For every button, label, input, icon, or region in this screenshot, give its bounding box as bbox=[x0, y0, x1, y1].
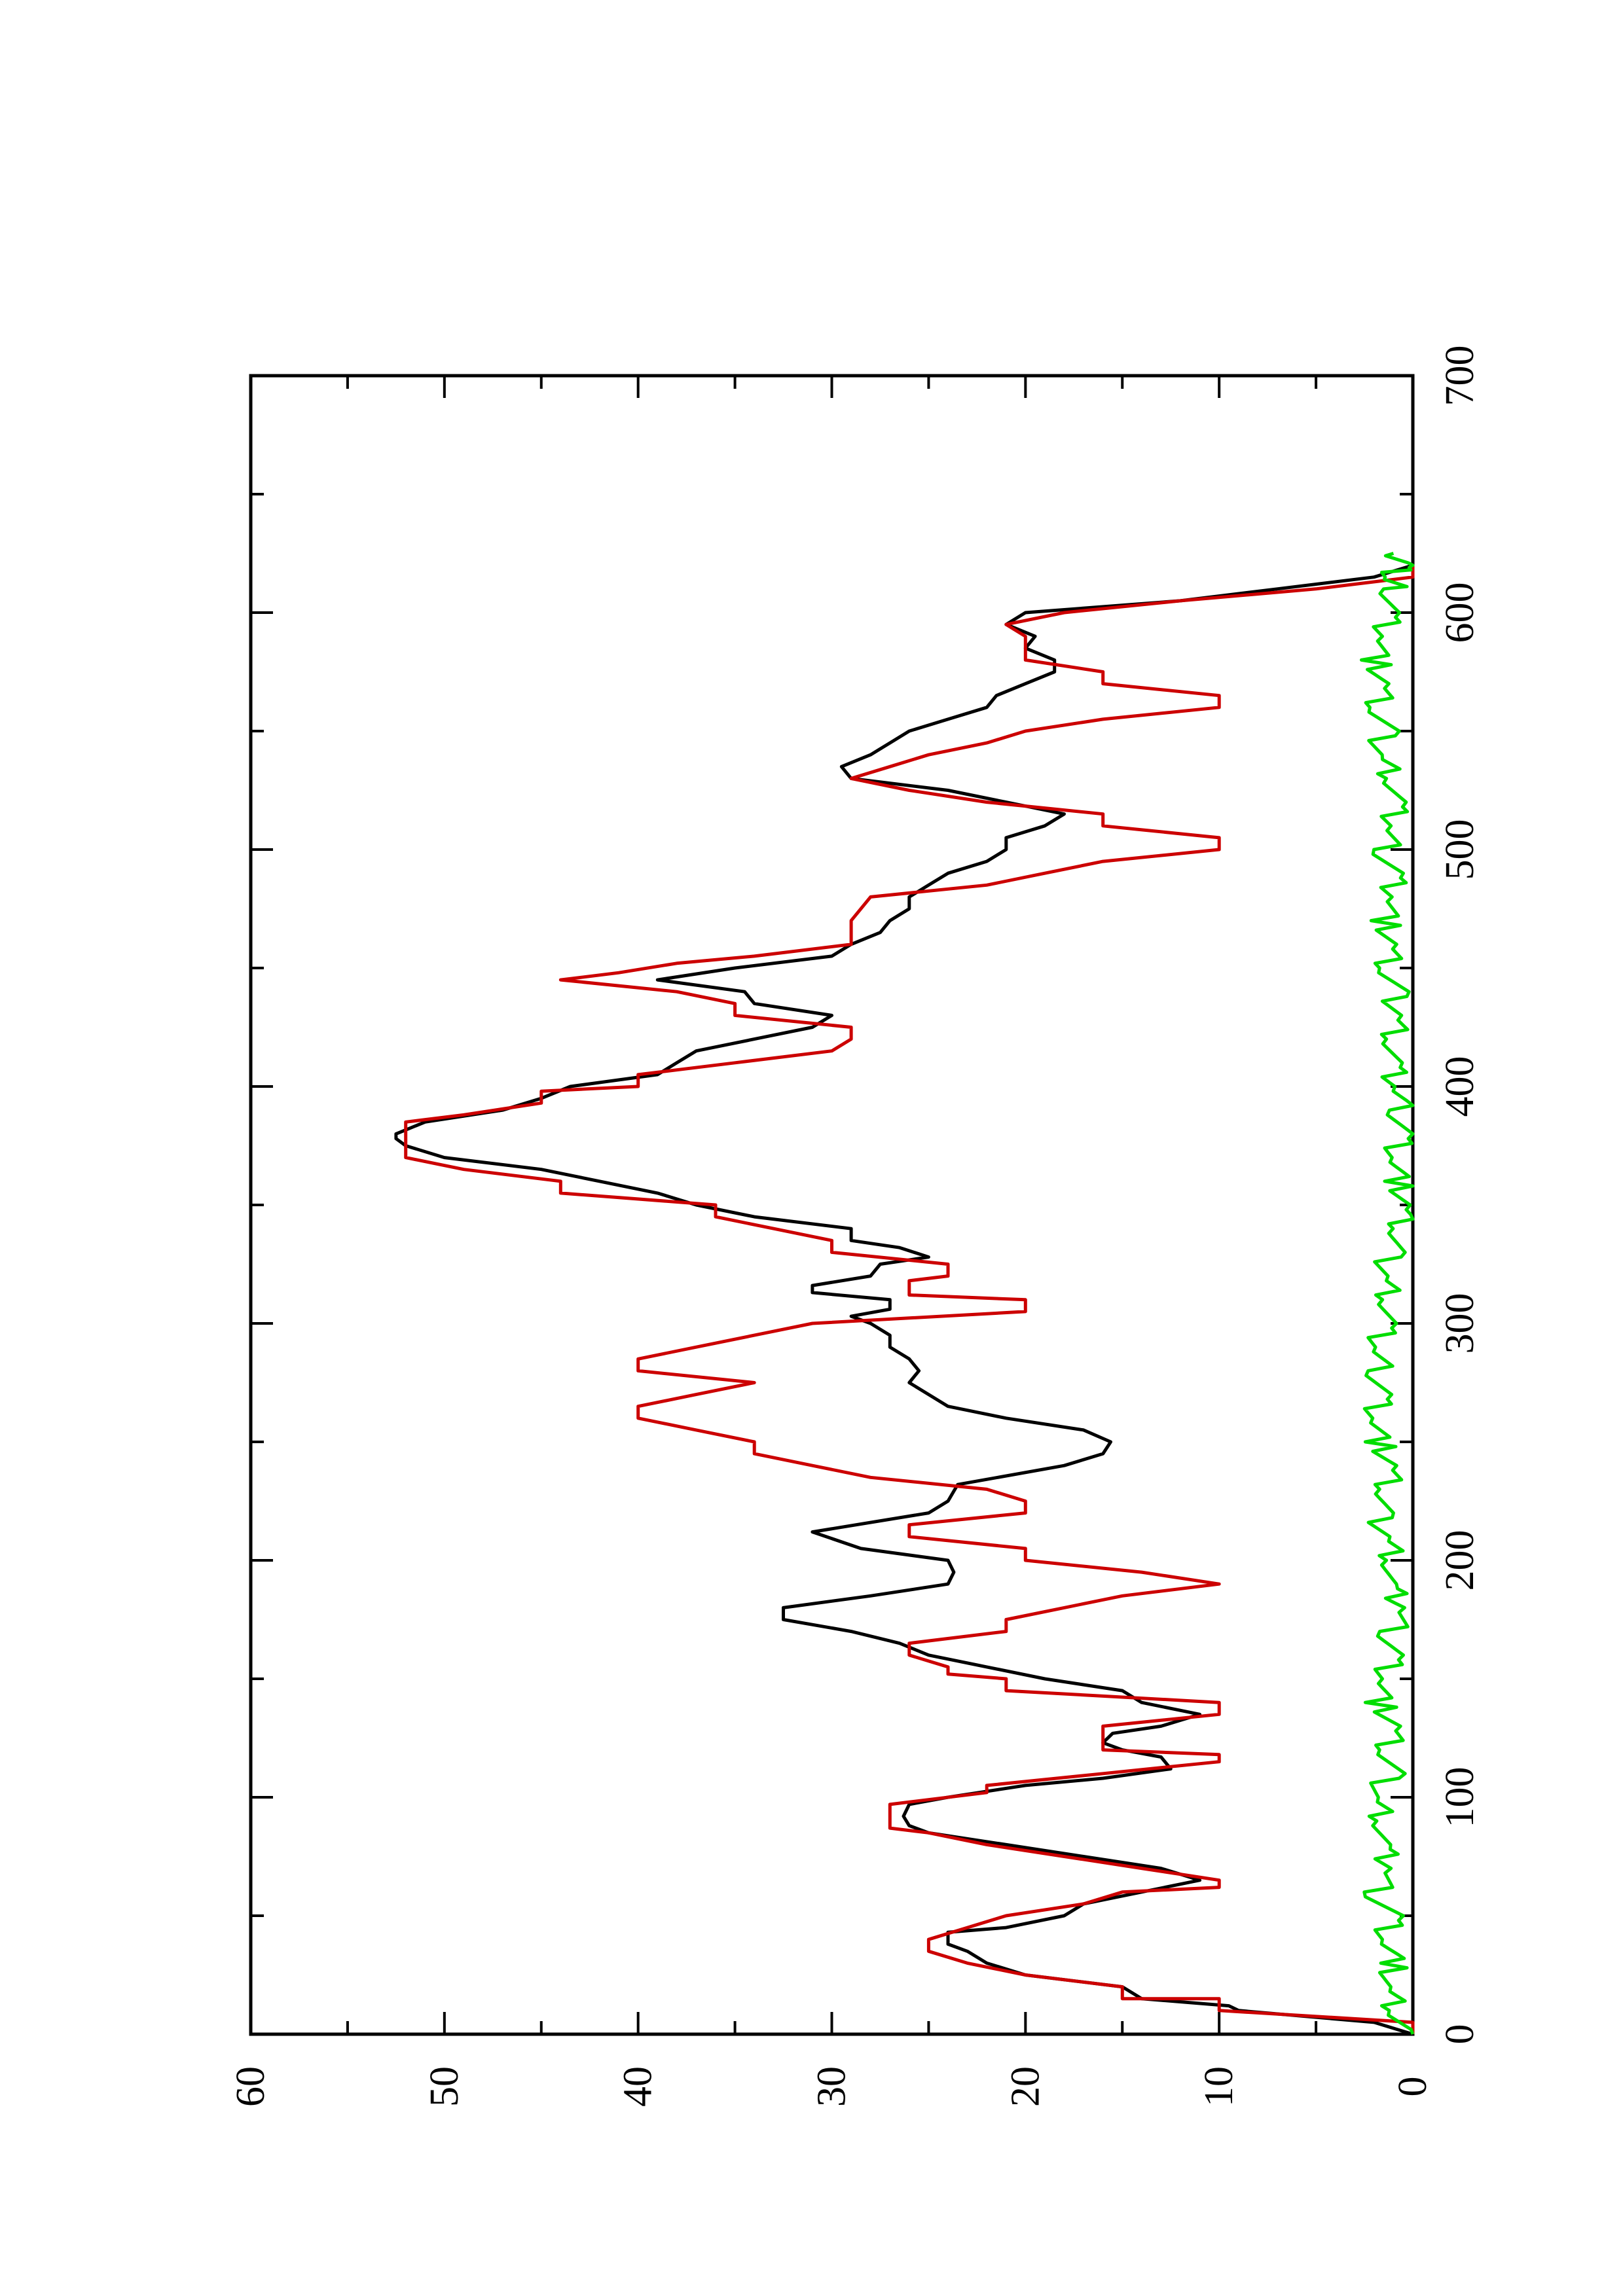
y-tick-label: 50 bbox=[422, 2066, 467, 2107]
x-tick-label: 300 bbox=[1438, 1293, 1482, 1354]
y-tick-label: 40 bbox=[616, 2066, 661, 2107]
series-black-line bbox=[394, 553, 1415, 2036]
series-red-line bbox=[404, 565, 1415, 2034]
x-tick-label: 0 bbox=[1438, 2024, 1482, 2045]
chart-area: 0 100 200 300 400 500 600 700 0 10 20 30 40 50 60 bbox=[228, 346, 1482, 2108]
y-tick-label: 0 bbox=[1391, 2077, 1435, 2097]
series-green-line bbox=[1360, 552, 1415, 2035]
y-tick-label: 60 bbox=[228, 2066, 273, 2107]
x-tick-label: 400 bbox=[1438, 1056, 1482, 1117]
y-tick-label: 10 bbox=[1197, 2066, 1241, 2107]
x-tick-label: 600 bbox=[1438, 583, 1482, 643]
x-tick-label: 100 bbox=[1438, 1767, 1482, 1828]
y-tick-label: 20 bbox=[1003, 2066, 1048, 2107]
x-tick-label: 500 bbox=[1438, 819, 1482, 880]
y-tick-label: 30 bbox=[810, 2066, 854, 2107]
x-tick-label: 700 bbox=[1438, 346, 1482, 406]
x-tick-label: 200 bbox=[1438, 1530, 1482, 1591]
plot-frame bbox=[249, 374, 1415, 2036]
